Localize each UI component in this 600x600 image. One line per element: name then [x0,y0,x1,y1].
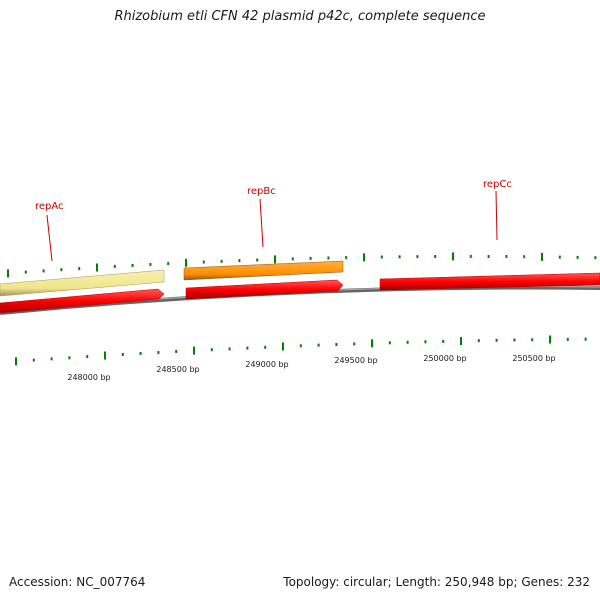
gene-feature-red-2[interactable] [185,279,344,300]
map-title: Rhizobium etli CFN 42 plasmid p42c, comp… [114,9,486,24]
gene-feature-red-3[interactable] [379,272,600,291]
scale-label-250500: 250500 bp [512,354,555,363]
accession-text: Accession: NC_007764 [9,575,146,589]
scale-label-248500: 248500 bp [156,365,199,374]
gene-feature-red-1[interactable] [0,288,165,314]
leader-repBc [259,198,264,248]
leader-repAc [46,214,53,262]
gene-feature-repAc[interactable] [0,269,165,297]
leader-repCc [495,190,498,241]
scale-label-249000: 249000 bp [245,360,288,369]
scale-label-248000: 248000 bp [67,373,110,382]
gene-label-repBc: repBc [247,186,276,197]
scale-label-250000: 250000 bp [423,354,466,363]
sequence-summary: Topology: circular; Length: 250,948 bp; … [283,575,590,589]
gene-feature-repBc[interactable] [183,260,344,281]
upper-tick-marks [7,252,597,278]
scale-label-249500: 249500 bp [334,356,377,365]
lower-tick-marks [15,335,587,366]
gene-label-repAc: repAc [35,201,64,212]
gene-label-repCc: repCc [483,179,512,190]
